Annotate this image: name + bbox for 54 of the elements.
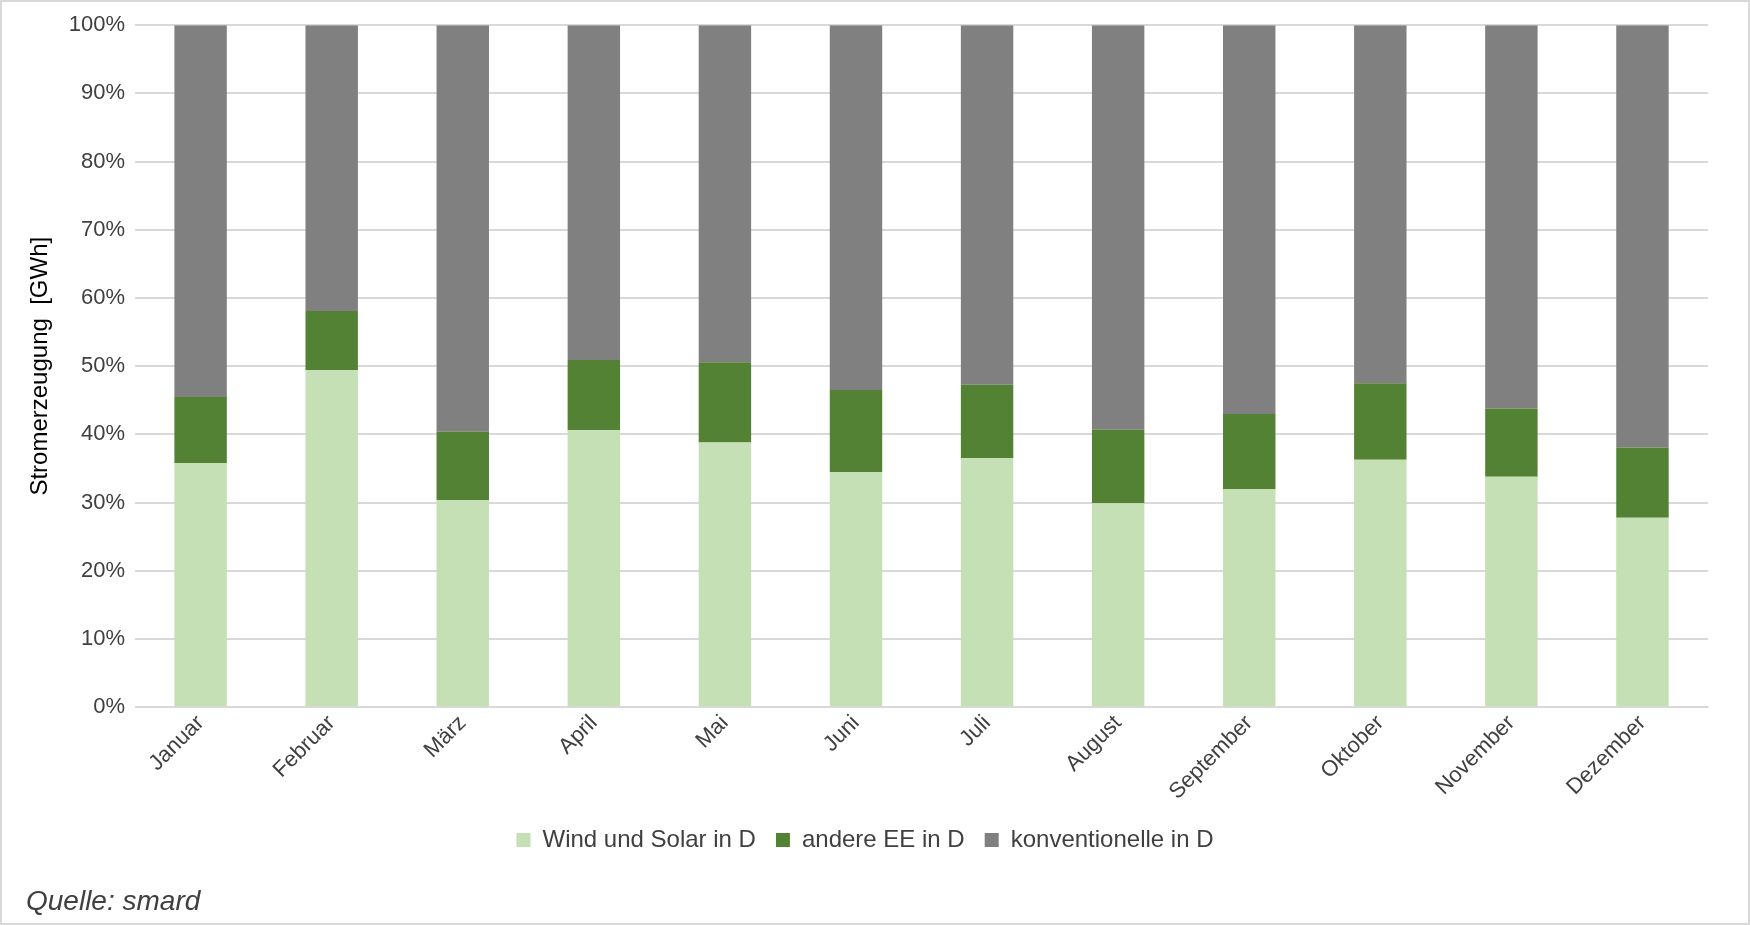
y-tick-label: 20%	[81, 556, 126, 582]
bar	[1354, 383, 1407, 460]
bar	[436, 499, 489, 707]
bar	[1091, 25, 1145, 430]
bar	[305, 370, 358, 707]
bar	[305, 310, 358, 371]
legend-label: konventionelle in D	[1010, 824, 1214, 852]
y-tick-label: 80%	[81, 147, 126, 173]
bar	[174, 463, 227, 707]
legend-label: Wind und Solar in D	[542, 824, 756, 852]
bar	[1091, 503, 1145, 707]
bar	[829, 25, 883, 391]
bar	[174, 25, 227, 397]
x-tick-label: Mai	[689, 709, 733, 753]
bar	[1354, 459, 1407, 707]
y-axis-title: Stromerzeugung [GWh]	[25, 236, 53, 496]
y-tick-label: 90%	[81, 79, 126, 105]
bar	[1616, 25, 1669, 448]
bar	[174, 396, 227, 464]
bar	[1354, 25, 1407, 384]
y-tick-label: 0%	[93, 693, 126, 719]
bar	[698, 362, 752, 443]
bar	[1091, 429, 1145, 504]
y-tick-label: 30%	[81, 488, 126, 514]
y-tick-label: 70%	[81, 215, 126, 241]
y-tick-label: 100%	[68, 11, 126, 37]
legend-label: andere EE in D	[801, 824, 965, 852]
bar	[1223, 488, 1276, 707]
source-note: Quelle: smard	[26, 885, 201, 917]
bar	[567, 25, 621, 361]
bar	[1223, 413, 1276, 489]
bar	[829, 471, 883, 707]
y-tick-label: 60%	[81, 284, 126, 310]
bar	[1485, 408, 1538, 477]
bar	[567, 430, 621, 707]
bar	[1485, 25, 1538, 409]
bar	[960, 25, 1014, 385]
bar	[829, 390, 883, 472]
bar	[1616, 447, 1669, 518]
bar	[436, 25, 489, 432]
y-tick-label: 10%	[81, 625, 126, 651]
bar	[1485, 476, 1538, 707]
bar	[1223, 25, 1276, 414]
bar	[436, 431, 489, 500]
bar	[698, 442, 752, 707]
y-tick-label: 40%	[81, 420, 126, 446]
bar	[960, 458, 1014, 707]
bar	[1616, 517, 1669, 707]
bar	[305, 25, 358, 311]
bar	[698, 25, 752, 363]
x-tick-label: Juli	[953, 709, 995, 751]
bar	[567, 360, 621, 431]
bar	[960, 384, 1014, 459]
y-tick-label: 50%	[81, 352, 126, 378]
